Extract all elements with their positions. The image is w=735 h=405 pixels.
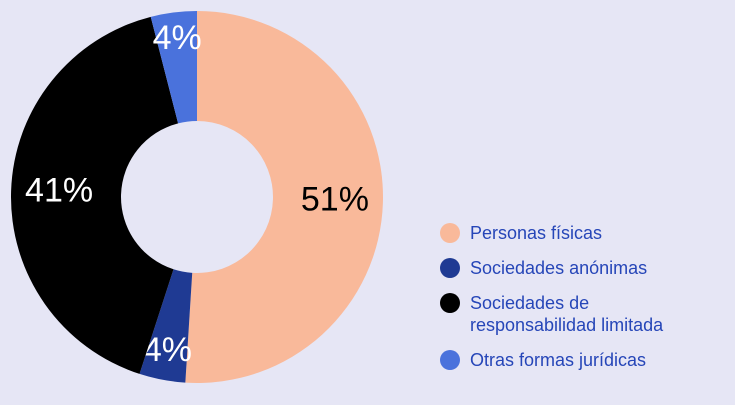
slice	[150, 11, 197, 124]
legend-swatch	[440, 258, 460, 278]
legend-item: Sociedades anónimas	[440, 257, 680, 279]
data-label: 41%	[25, 172, 93, 210]
legend-label: Otras formas jurídicas	[470, 350, 647, 370]
legend-label: Sociedades de responsabilidad limitada	[470, 293, 664, 335]
legend: Personas físicas Sociedades anónimas Socie…	[440, 222, 680, 384]
legend-swatch	[440, 350, 460, 370]
legend-swatch	[440, 293, 460, 313]
slice	[139, 269, 193, 383]
legend-item: Otras formas jurídicas	[440, 349, 680, 371]
legend-item: Sociedades de responsabilidad limitada	[440, 292, 680, 336]
slice	[185, 11, 383, 383]
data-label: 51%	[301, 180, 369, 218]
legend-label: Personas físicas	[470, 223, 603, 243]
legend-item: Personas físicas	[440, 222, 680, 244]
data-label: 4%	[153, 19, 202, 57]
legend-swatch	[440, 223, 460, 243]
chart: 51%4%41%4%	[11, 11, 383, 383]
slice	[11, 16, 179, 374]
legend-label: Sociedades anónimas	[470, 258, 648, 278]
